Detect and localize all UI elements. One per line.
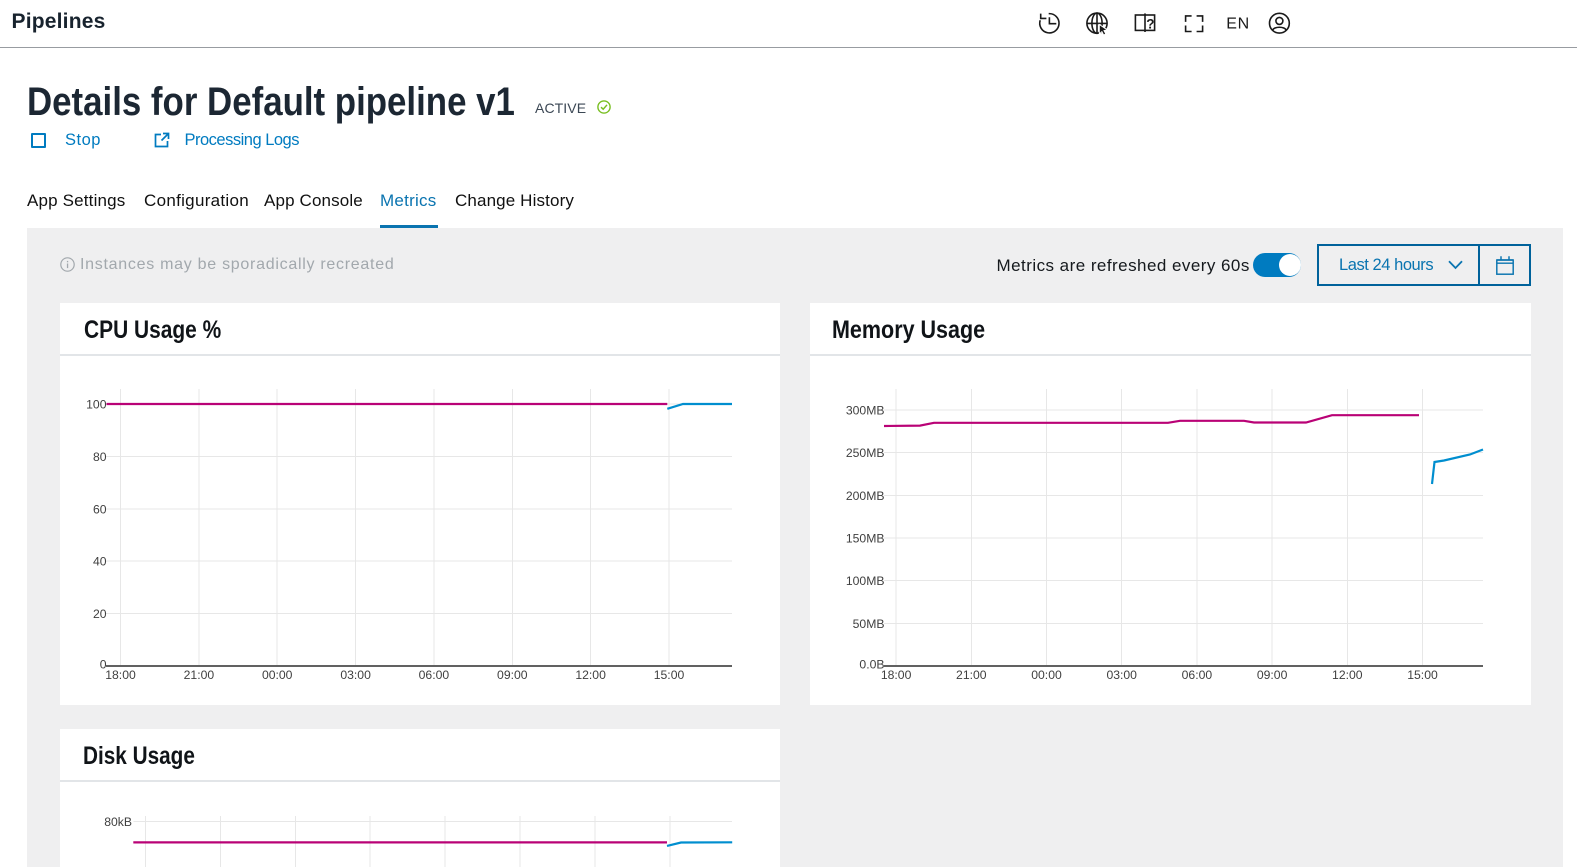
svg-text:?: ? — [1146, 17, 1154, 32]
svg-text:80: 80 — [93, 450, 107, 464]
svg-text:18:00: 18:00 — [105, 668, 136, 682]
svg-text:00:00: 00:00 — [1031, 668, 1062, 682]
svg-text:40: 40 — [93, 555, 107, 569]
svg-text:15:00: 15:00 — [1407, 668, 1438, 682]
svg-text:21:00: 21:00 — [184, 668, 215, 682]
svg-text:100MB: 100MB — [846, 574, 885, 588]
svg-text:200MB: 200MB — [846, 489, 885, 503]
svg-text:03:00: 03:00 — [1106, 668, 1137, 682]
svg-text:150MB: 150MB — [846, 532, 885, 546]
svg-text:12:00: 12:00 — [575, 668, 606, 682]
svg-text:60: 60 — [93, 502, 107, 516]
svg-text:100: 100 — [86, 398, 107, 412]
svg-text:50MB: 50MB — [853, 617, 885, 631]
svg-text:12:00: 12:00 — [1332, 668, 1363, 682]
svg-text:06:00: 06:00 — [419, 668, 450, 682]
svg-text:0.0B: 0.0B — [859, 658, 884, 672]
svg-text:300MB: 300MB — [846, 404, 885, 418]
svg-text:09:00: 09:00 — [1257, 668, 1288, 682]
svg-text:15:00: 15:00 — [654, 668, 685, 682]
svg-text:06:00: 06:00 — [1182, 668, 1213, 682]
svg-text:21:00: 21:00 — [956, 668, 987, 682]
svg-text:0: 0 — [100, 658, 107, 672]
svg-text:18:00: 18:00 — [881, 668, 912, 682]
svg-text:00:00: 00:00 — [262, 668, 293, 682]
svg-text:250MB: 250MB — [846, 446, 885, 460]
svg-text:80kB: 80kB — [104, 815, 132, 829]
svg-text:03:00: 03:00 — [340, 668, 371, 682]
svg-text:20: 20 — [93, 607, 107, 621]
svg-text:09:00: 09:00 — [497, 668, 528, 682]
svg-text:EN: EN — [1226, 16, 1249, 33]
